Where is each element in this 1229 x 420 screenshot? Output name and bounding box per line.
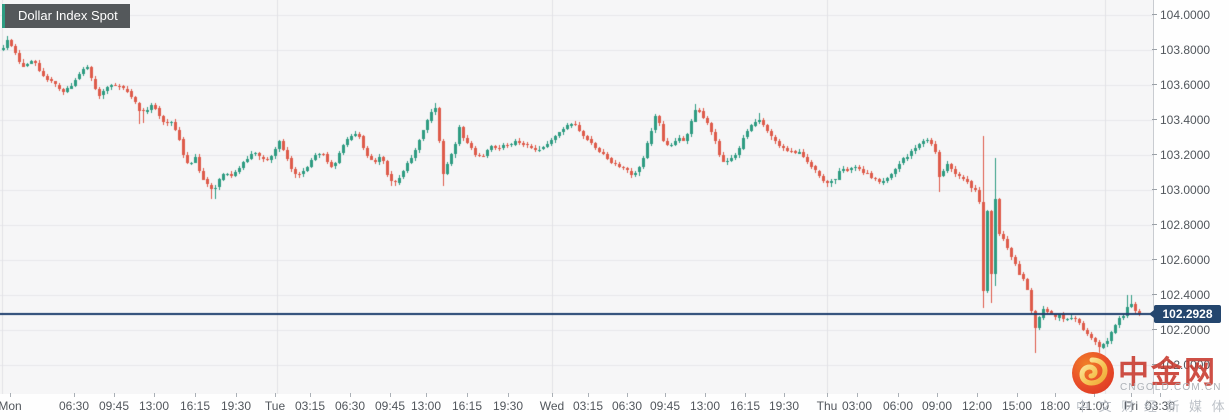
x-axis-tick [154, 393, 155, 397]
current-price-badge: 102.2928 [1149, 305, 1221, 323]
candlestick-canvas[interactable] [0, 0, 1153, 394]
x-axis-label: 03:15 [572, 399, 604, 413]
x-axis-label: 09:00 [921, 399, 953, 413]
x-axis-label: 06:00 [882, 399, 914, 413]
x-axis-tick [236, 393, 237, 397]
x-axis-tick [350, 393, 351, 397]
x-axis-label: Wed [539, 399, 565, 413]
x-axis-tick [508, 393, 509, 397]
y-axis-label: 103.8000 [1151, 43, 1211, 57]
x-axis-tick [705, 393, 706, 397]
y-axis-label: 103.2000 [1151, 148, 1211, 162]
x-axis-label: 09:45 [98, 399, 130, 413]
x-axis-label: 16:15 [451, 399, 483, 413]
x-axis-label: 15:00 [1001, 399, 1033, 413]
x-axis-label: 06:30 [611, 399, 643, 413]
x-axis-label: 16:15 [729, 399, 761, 413]
x-axis-tick [1131, 393, 1132, 397]
y-axis-label: 104.0000 [1151, 8, 1211, 22]
x-axis-label: 09:45 [374, 399, 406, 413]
x-axis-tick [1094, 393, 1095, 397]
y-axis-label: 102.4000 [1151, 288, 1211, 302]
chart-title-badge: Dollar Index Spot [2, 4, 130, 28]
x-axis-tick [74, 393, 75, 397]
x-axis-label: 19:30 [220, 399, 252, 413]
x-axis-label: 19:30 [768, 399, 800, 413]
x-axis-tick [857, 393, 858, 397]
x-axis-tick [977, 393, 978, 397]
x-axis-tick [390, 393, 391, 397]
y-axis-label: 103.4000 [1151, 113, 1211, 127]
y-axis-label: 102.2000 [1151, 323, 1211, 337]
x-axis-tick [552, 393, 553, 397]
x-axis-tick [588, 393, 589, 397]
x-axis-label: 16:15 [179, 399, 211, 413]
x-axis-label: 06:30 [58, 399, 90, 413]
y-axis-label: 103.6000 [1151, 78, 1211, 92]
y-axis-label: 103.0000 [1151, 183, 1211, 197]
x-axis-label: Thu [816, 399, 838, 413]
x-axis-tick [275, 393, 276, 397]
x-axis-tick [745, 393, 746, 397]
x-axis-tick [195, 393, 196, 397]
x-axis-label: 03:15 [294, 399, 326, 413]
x-axis-tick [784, 393, 785, 397]
chart-plot-area [0, 0, 1154, 394]
x-axis-label: 19:30 [492, 399, 524, 413]
x-axis-label: 18:00 [1039, 399, 1071, 413]
x-axis-tick [937, 393, 938, 397]
x-axis-tick [10, 393, 11, 397]
x-axis-tick [426, 393, 427, 397]
x-axis-label: 03:30 [1144, 399, 1176, 413]
x-axis-label: Mon [0, 399, 22, 413]
x-axis-label: 13:00 [410, 399, 442, 413]
x-axis-label: 12:00 [961, 399, 993, 413]
x-axis-tick [627, 393, 628, 397]
x-axis-label: 09:45 [649, 399, 681, 413]
chart-title: Dollar Index Spot [18, 8, 118, 23]
x-axis-label: Fri [1124, 399, 1138, 413]
y-axis-label: 102.6000 [1151, 253, 1211, 267]
x-axis-label: 21:00 [1078, 399, 1110, 413]
x-axis-label: 13:00 [689, 399, 721, 413]
y-axis-label: 102.8000 [1151, 218, 1211, 232]
x-axis-tick [1160, 393, 1161, 397]
y-axis-label: 102.0000 [1151, 358, 1211, 372]
x-axis-label: 03:00 [841, 399, 873, 413]
x-axis-tick [467, 393, 468, 397]
x-axis-tick [665, 393, 666, 397]
x-axis-tick [827, 393, 828, 397]
x-axis-tick [1017, 393, 1018, 397]
x-axis-tick [1055, 393, 1056, 397]
x-axis-label: 06:30 [334, 399, 366, 413]
x-axis-tick [114, 393, 115, 397]
x-axis-label: Tue [264, 399, 286, 413]
x-axis-tick [310, 393, 311, 397]
x-axis-tick [898, 393, 899, 397]
title-accent-bar [2, 4, 5, 28]
x-axis-label: 13:00 [138, 399, 170, 413]
